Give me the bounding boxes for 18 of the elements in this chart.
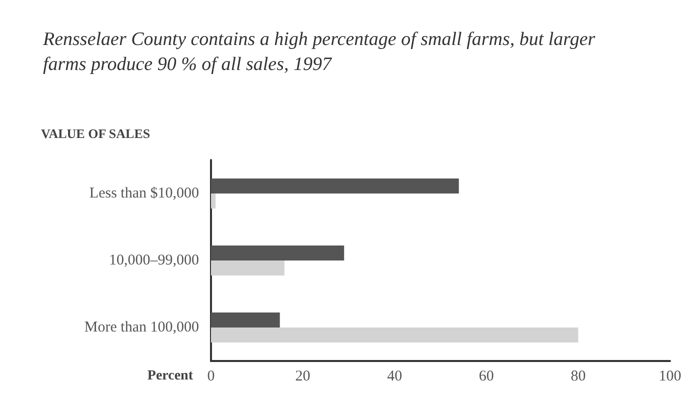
chart-title: Rensselaer County contains a high percentage of small farms, but larger farms produce 90 % of all sales, 1997 — [42, 29, 600, 75]
bar — [211, 194, 216, 208]
x-tick-label: 40 — [387, 368, 402, 384]
y-tick-label: Less than $10,000 — [89, 186, 199, 202]
y-tick-label: More than 100,000 — [84, 320, 199, 336]
x-tick-label: 60 — [478, 368, 494, 384]
bar — [211, 246, 344, 260]
bar — [211, 328, 578, 342]
y-axis-title: VALUE OF SALES — [41, 126, 150, 141]
bar — [211, 260, 284, 276]
x-axis-title: Percent — [147, 368, 194, 384]
bar — [211, 312, 280, 328]
bar — [211, 178, 459, 194]
x-tick-label: 100 — [658, 368, 682, 384]
x-tick-label: 20 — [295, 368, 310, 384]
x-tick-label: 0 — [207, 368, 215, 384]
x-tick-label: 80 — [570, 368, 586, 384]
y-tick-label: 10,000–99,000 — [109, 252, 199, 268]
